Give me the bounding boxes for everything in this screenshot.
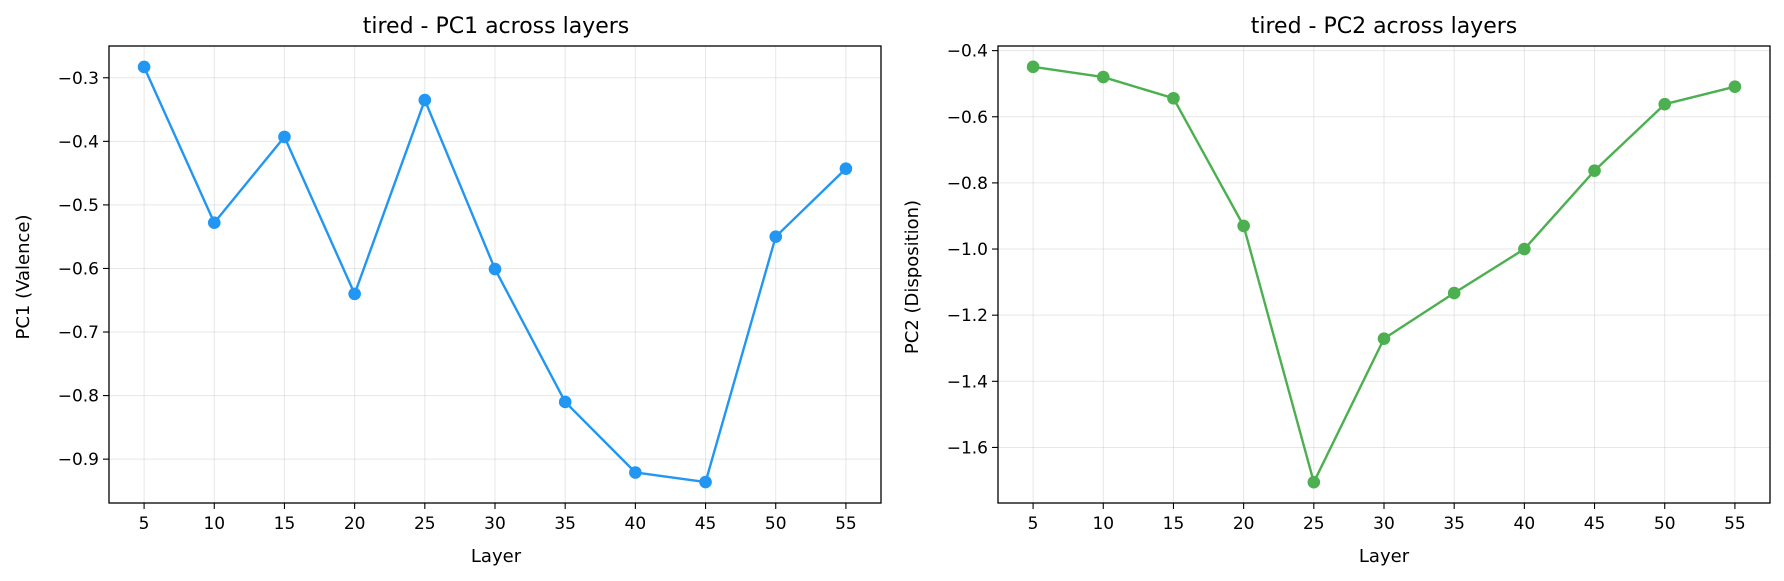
pc1-data-point (558, 395, 572, 409)
pc1-y-tick-label: −0.7 (58, 323, 99, 343)
pc2-y-tick-label: −0.4 (947, 42, 988, 62)
pc2-x-tick-label: 55 (1724, 514, 1746, 534)
pc2-x-tick-label: 40 (1514, 514, 1536, 534)
pc2-data-point (1237, 219, 1250, 233)
pc1-data-point (137, 60, 151, 74)
pc2-x-tick-label: 45 (1584, 514, 1606, 534)
pc1-y-tick-label: −0.8 (58, 387, 99, 407)
pc1-x-tick-label: 50 (765, 514, 787, 534)
pc2-data-point (1658, 97, 1672, 111)
pc1-data-point (839, 162, 853, 175)
pc2-x-tick-label: 30 (1373, 514, 1395, 534)
pc2-data-point (1377, 332, 1391, 345)
pc2-chart-panel: tired - PC2 across layers Layer PC2 (Dis… (902, 14, 1771, 567)
pc2-data-point (1728, 80, 1742, 93)
pc1-x-tick-label: 55 (835, 514, 857, 534)
pc1-data-point (699, 475, 712, 489)
pc2-x-tick-label: 50 (1654, 514, 1676, 534)
pc2-y-axis-label: PC2 (Disposition) (902, 200, 923, 354)
pc1-y-tick-label: −0.5 (58, 196, 99, 216)
pc1-x-tick-label: 20 (344, 514, 366, 534)
pc2-x-tick-label: 5 (1028, 514, 1039, 534)
pc1-x-tick-label: 10 (203, 514, 225, 534)
pc2-y-tick-label: −1.4 (947, 372, 988, 392)
pc2-x-tick-label: 20 (1233, 514, 1255, 534)
pc1-x-tick-label: 40 (625, 514, 647, 534)
pc2-x-axis-label: Layer (1359, 546, 1410, 567)
pc1-y-tick-label: −0.3 (58, 69, 99, 89)
pc1-y-axis-label: PC1 (Valence) (13, 214, 34, 339)
pc1-x-tick-label: 5 (139, 514, 150, 534)
pc1-y-tick-label: −0.9 (58, 450, 99, 470)
pc2-data-point (1307, 475, 1321, 489)
pc1-data-point (278, 130, 291, 144)
pc2-data-point (1096, 70, 1110, 84)
pc1-x-tick-label: 45 (695, 514, 717, 534)
pc1-y-tick-label: −0.4 (58, 132, 99, 152)
pc2-data-point (1447, 286, 1461, 300)
pc2-data-point (1588, 164, 1601, 177)
pc2-chart-title: tired - PC2 across layers (1251, 14, 1518, 39)
pc1-y-tick-label: −0.6 (58, 259, 99, 279)
pc1-data-point (418, 93, 432, 107)
pc2-y-tick-label: −1.2 (947, 306, 988, 326)
pc1-x-tick-label: 15 (274, 514, 296, 534)
pc2-y-tick-label: −1.0 (947, 240, 988, 260)
pc2-data-point (1518, 242, 1531, 256)
pc1-data-point (348, 287, 361, 301)
pc1-data-point (207, 216, 221, 229)
pc1-x-tick-label: 35 (554, 514, 576, 534)
pc2-x-tick-label: 15 (1163, 514, 1185, 534)
pc2-x-tick-label: 35 (1443, 514, 1465, 534)
pc2-x-tick-label: 25 (1303, 514, 1325, 534)
pc2-y-tick-label: −1.6 (947, 438, 988, 458)
pc1-data-point (629, 466, 642, 479)
pc1-data-point (769, 230, 783, 243)
pc1-chart-title: tired - PC1 across layers (363, 14, 630, 39)
pc2-data-point (1167, 91, 1180, 105)
pc2-y-tick-label: −0.6 (947, 108, 988, 128)
pc1-data-point (488, 262, 502, 276)
pc2-x-tick-label: 10 (1092, 514, 1114, 534)
pc1-chart-panel: tired - PC1 across layers Layer PC1 (Val… (13, 14, 882, 567)
pc1-x-tick-label: 30 (484, 514, 506, 534)
pc1-x-axis-label: Layer (471, 546, 522, 567)
pc2-y-tick-label: −0.8 (947, 174, 988, 194)
pc2-data-point (1026, 60, 1040, 74)
pc1-x-tick-label: 25 (414, 514, 436, 534)
